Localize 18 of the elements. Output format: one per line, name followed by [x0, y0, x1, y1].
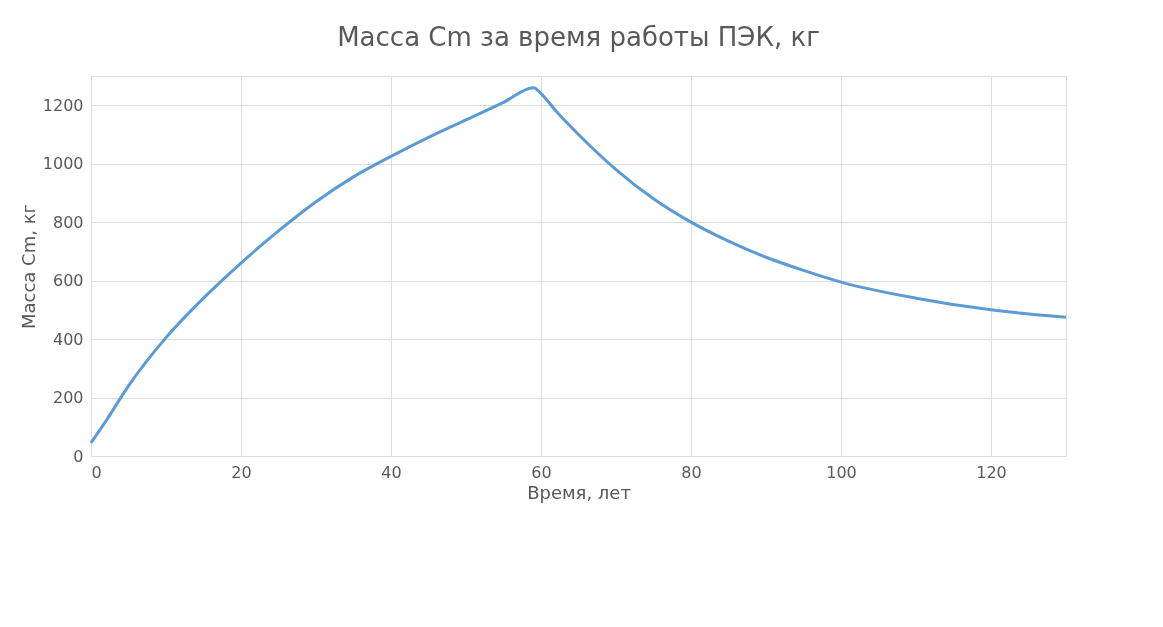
x-tick-label: 120	[976, 462, 1007, 482]
x-tick-label: 0	[91, 462, 102, 482]
x-tick-label: 100	[826, 462, 857, 482]
chart-title: Масса Cm за время работы ПЭК, кг	[337, 22, 820, 52]
x-tick-label: 20	[231, 462, 252, 482]
y-axis-title: Масса Cm, кг	[17, 204, 39, 329]
y-tick-label: 600	[52, 271, 84, 291]
y-tick-label: 1200	[42, 95, 84, 115]
x-tick-label: 60	[531, 462, 552, 482]
y-tick-label: 800	[52, 212, 84, 232]
y-tick-label: 200	[52, 388, 84, 408]
y-tick-label: 0	[73, 446, 84, 466]
x-tick-label: 80	[681, 462, 702, 482]
x-axis-title: Время, лет	[527, 481, 631, 503]
x-tick-label: 40	[381, 462, 402, 482]
y-tick-label: 400	[52, 329, 84, 349]
line-series	[89, 86, 1068, 445]
y-tick-label: 1000	[42, 154, 84, 174]
